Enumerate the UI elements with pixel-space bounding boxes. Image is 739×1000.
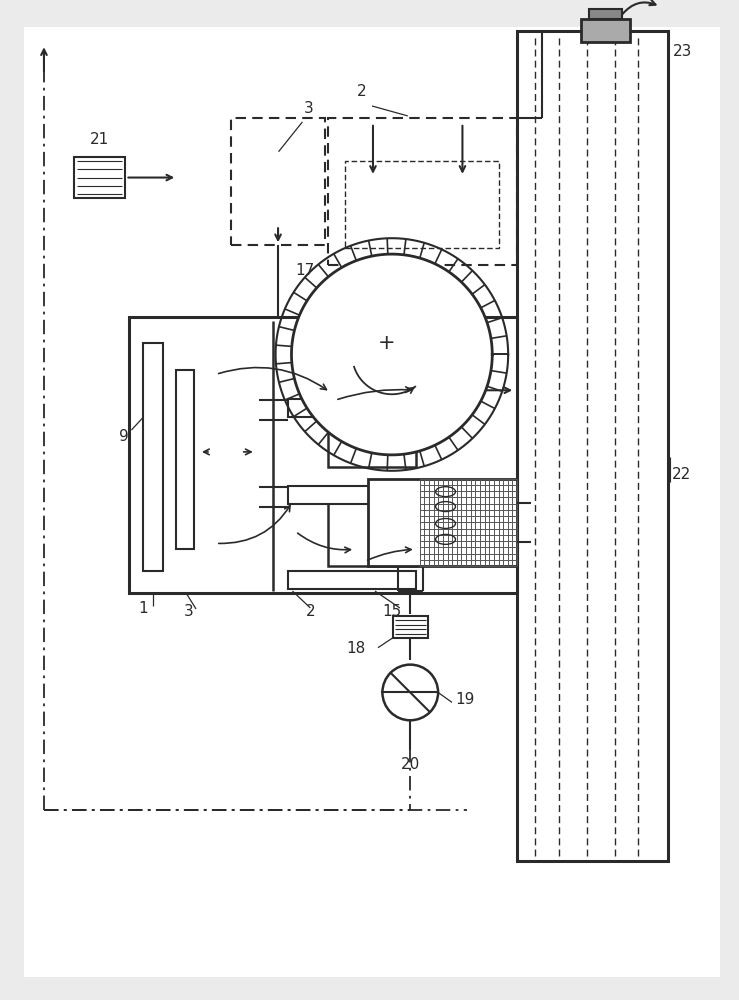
Bar (288, 399, 416, 417)
Text: 22: 22 (672, 467, 692, 482)
Text: 9: 9 (118, 429, 129, 444)
Bar (129, 317, 517, 593)
Text: 18: 18 (347, 641, 366, 656)
Bar (328, 330, 416, 467)
Bar (517, 31, 668, 861)
Text: 1: 1 (138, 601, 149, 616)
Text: 3: 3 (304, 101, 313, 116)
Bar (328, 489, 416, 566)
Text: 23: 23 (673, 44, 692, 59)
Text: 2: 2 (305, 604, 315, 619)
Text: 20: 20 (401, 757, 420, 772)
Text: 15: 15 (382, 604, 401, 619)
Text: 19: 19 (455, 692, 474, 707)
Bar (368, 479, 517, 566)
Bar (345, 161, 500, 248)
Text: 2: 2 (357, 84, 367, 99)
Bar (231, 118, 325, 245)
Bar (143, 343, 163, 571)
Text: 3: 3 (184, 604, 194, 619)
Text: +: + (378, 333, 395, 353)
Bar (288, 571, 416, 589)
Circle shape (382, 665, 438, 720)
Bar (176, 370, 194, 549)
Bar (393, 616, 428, 638)
Bar (581, 19, 630, 42)
Bar (328, 118, 517, 265)
Polygon shape (291, 254, 492, 455)
Bar (74, 157, 126, 198)
Bar (288, 486, 416, 504)
Text: 21: 21 (90, 132, 109, 147)
Bar (589, 9, 622, 19)
Text: 17: 17 (296, 263, 315, 278)
